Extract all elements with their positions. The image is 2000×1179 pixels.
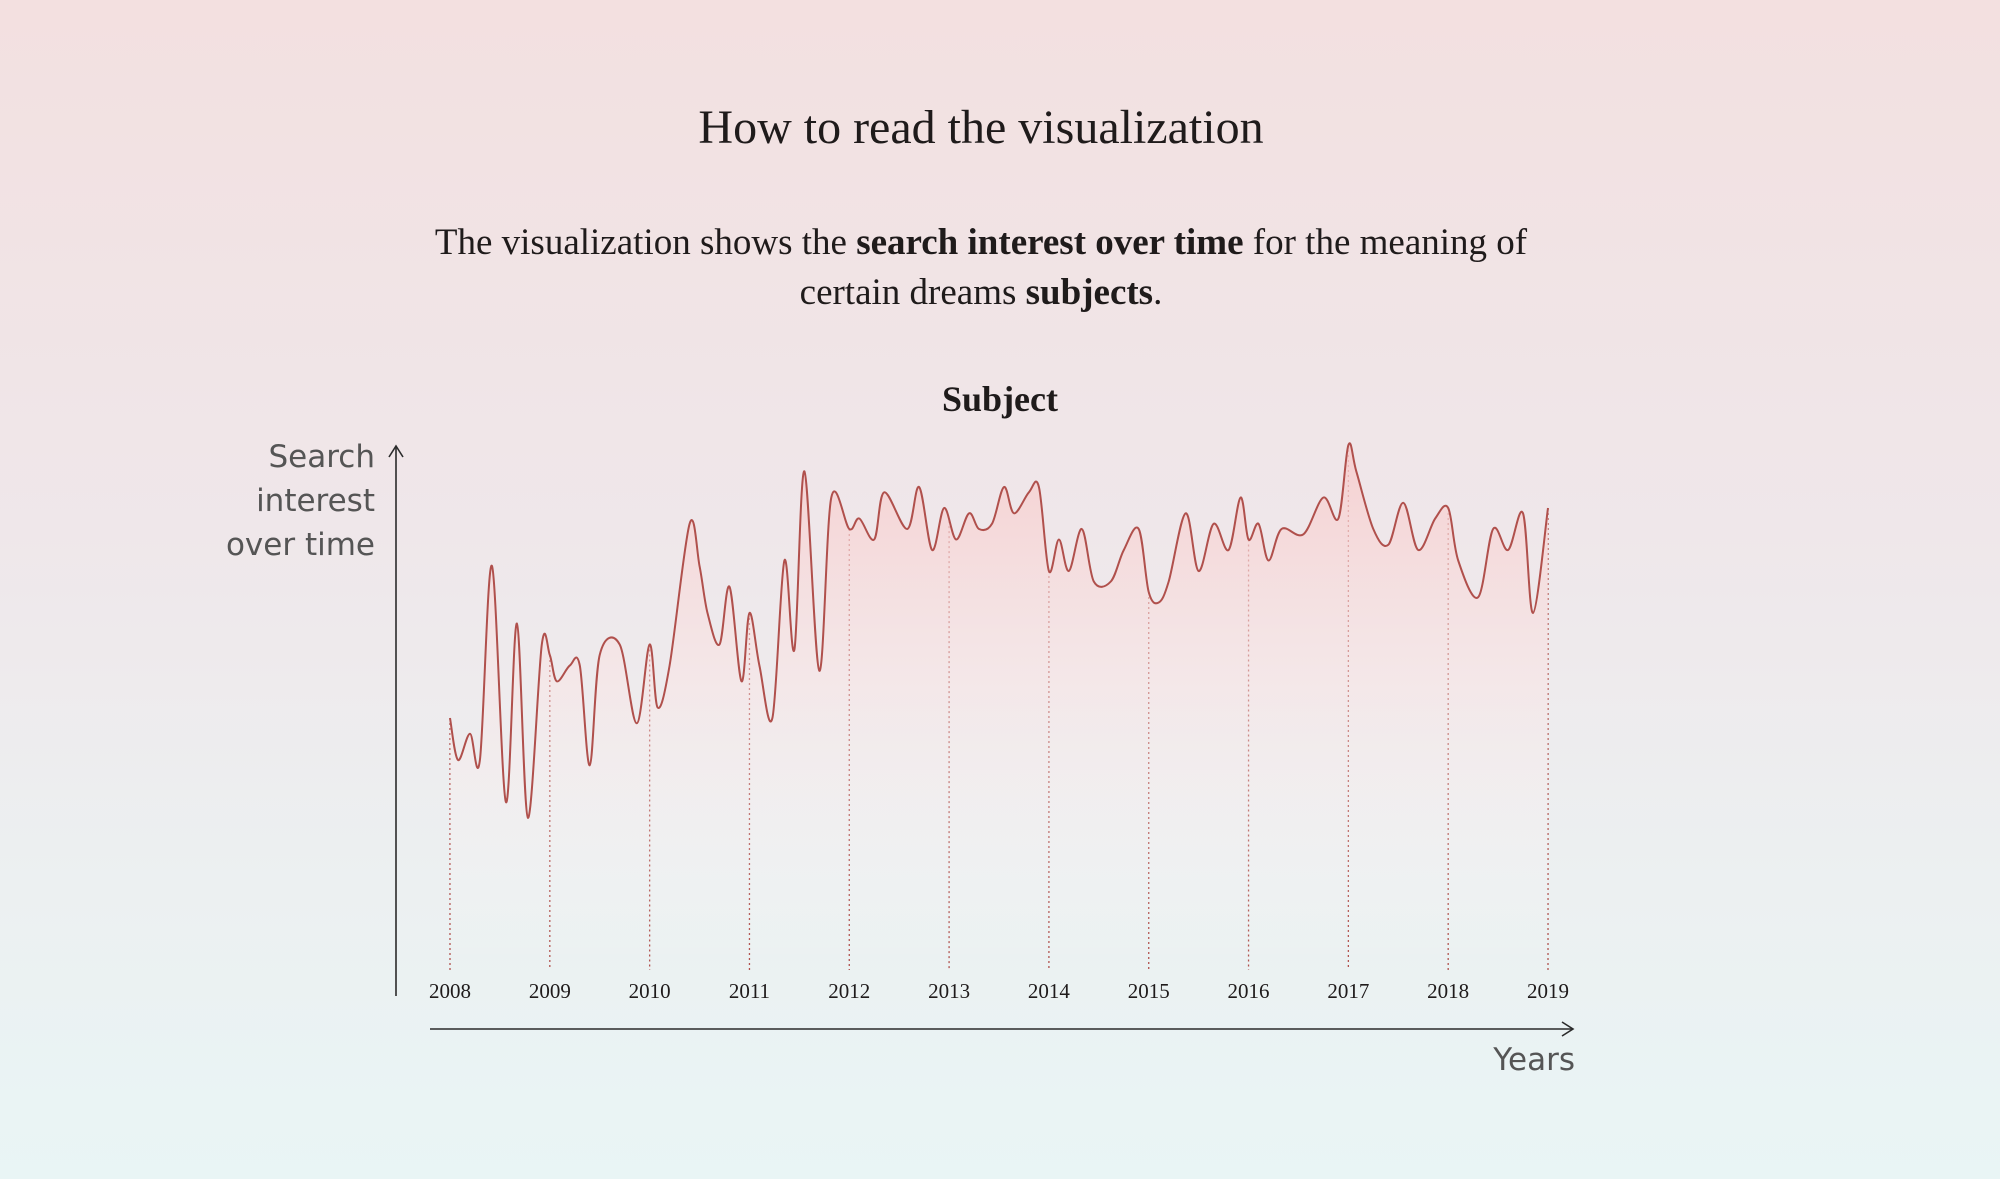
- y-axis-label: Search interest over time: [175, 435, 375, 567]
- y-axis-label-line: Search: [268, 439, 375, 475]
- area-fill: [450, 443, 1548, 970]
- x-tick-label: 2008: [429, 979, 471, 1003]
- x-tick-label: 2016: [1228, 979, 1270, 1003]
- desc-bold-2: subjects: [1025, 272, 1154, 313]
- x-tick-label: 2018: [1427, 979, 1469, 1003]
- chart-title: Subject: [942, 379, 1058, 419]
- x-tick-label: 2010: [629, 979, 671, 1003]
- x-tick-label: 2012: [828, 979, 870, 1003]
- x-tick-label: 2015: [1128, 979, 1170, 1003]
- x-tick-label: 2019: [1527, 979, 1569, 1003]
- desc-bold-1: search interest over time: [856, 222, 1244, 263]
- x-tick-label: 2017: [1327, 979, 1369, 1003]
- description: The visualization shows the search inter…: [381, 218, 1581, 318]
- x-axis-label: Years: [1493, 1042, 1575, 1078]
- x-tick-label: 2013: [928, 979, 970, 1003]
- desc-text-1: The visualization shows the: [434, 222, 857, 263]
- x-tick-label: 2011: [729, 979, 770, 1003]
- page-title: How to read the visualization: [698, 101, 1264, 154]
- x-tick-label: 2009: [529, 979, 571, 1003]
- desc-text-3: .: [1153, 272, 1163, 313]
- y-axis-label-line: interest: [256, 483, 375, 519]
- series-line: [449, 442, 1549, 819]
- x-axis-arrow: [1561, 1021, 1575, 1037]
- y-axis-arrow: [388, 444, 404, 458]
- x-tick-label: 2014: [1028, 979, 1071, 1003]
- desc-text-2: for the meaning of certain dreams: [799, 222, 1528, 313]
- y-axis-label-line: over time: [225, 527, 375, 563]
